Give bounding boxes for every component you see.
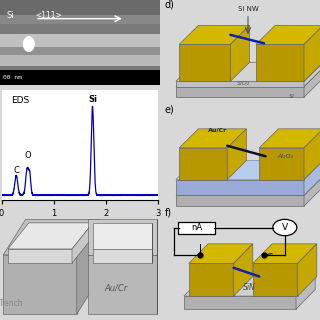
Polygon shape — [296, 276, 315, 309]
Ellipse shape — [23, 36, 35, 52]
Polygon shape — [304, 176, 320, 206]
Polygon shape — [176, 62, 320, 81]
Text: EDS: EDS — [11, 96, 29, 105]
Text: d): d) — [165, 0, 175, 9]
Text: <111>: <111> — [35, 11, 62, 20]
Polygon shape — [88, 255, 157, 314]
Polygon shape — [259, 148, 304, 180]
Polygon shape — [3, 220, 99, 255]
Text: SiO₂: SiO₂ — [237, 81, 250, 86]
Text: SiN: SiN — [243, 283, 256, 292]
Polygon shape — [176, 161, 320, 180]
Bar — [0, 34, 160, 47]
Polygon shape — [304, 129, 320, 180]
Polygon shape — [304, 62, 320, 87]
Polygon shape — [184, 276, 315, 296]
Polygon shape — [176, 161, 320, 180]
Circle shape — [273, 220, 297, 236]
Polygon shape — [253, 263, 298, 296]
FancyBboxPatch shape — [179, 221, 215, 234]
Bar — [0, 55, 160, 66]
Polygon shape — [176, 68, 320, 87]
Text: 00 nm: 00 nm — [3, 75, 22, 80]
Polygon shape — [176, 195, 304, 206]
Text: Si: Si — [289, 94, 294, 100]
Polygon shape — [256, 25, 320, 44]
Text: nA: nA — [191, 223, 202, 232]
Polygon shape — [184, 276, 315, 296]
Polygon shape — [176, 176, 320, 195]
Polygon shape — [72, 223, 93, 263]
Text: Al₂O₃: Al₂O₃ — [278, 154, 294, 159]
Polygon shape — [304, 68, 320, 97]
Polygon shape — [176, 180, 304, 195]
Text: Si: Si — [6, 11, 14, 20]
Text: Au/Cr: Au/Cr — [208, 128, 227, 133]
Polygon shape — [8, 223, 93, 249]
Polygon shape — [88, 220, 157, 255]
Bar — [0, 0, 160, 15]
Text: Si NW: Si NW — [238, 5, 258, 12]
Polygon shape — [189, 263, 234, 296]
Text: rench: rench — [2, 299, 23, 308]
Polygon shape — [253, 244, 317, 263]
Polygon shape — [176, 87, 304, 97]
Polygon shape — [189, 244, 253, 263]
Polygon shape — [93, 223, 152, 249]
Polygon shape — [93, 249, 152, 263]
Polygon shape — [256, 44, 304, 81]
Bar — [0, 66, 160, 75]
Polygon shape — [179, 25, 250, 44]
Text: T: T — [0, 299, 4, 308]
Polygon shape — [77, 220, 99, 314]
Bar — [0, 75, 160, 85]
Polygon shape — [304, 161, 320, 195]
Bar — [0, 70, 160, 85]
Polygon shape — [179, 129, 246, 148]
Polygon shape — [227, 129, 246, 180]
Polygon shape — [176, 81, 304, 87]
Polygon shape — [176, 62, 320, 81]
Bar — [0, 15, 160, 24]
Polygon shape — [179, 44, 230, 81]
Polygon shape — [234, 244, 253, 296]
Text: V: V — [282, 223, 288, 232]
X-axis label: E [keV]: E [keV] — [65, 220, 95, 228]
Polygon shape — [179, 148, 227, 180]
Polygon shape — [3, 255, 77, 314]
Bar — [0, 47, 160, 55]
Polygon shape — [259, 129, 320, 148]
Polygon shape — [304, 25, 320, 81]
Polygon shape — [8, 249, 72, 263]
Text: O: O — [25, 151, 32, 161]
Polygon shape — [230, 25, 250, 81]
Polygon shape — [298, 244, 317, 296]
Text: Au/Cr: Au/Cr — [104, 284, 127, 292]
Polygon shape — [184, 296, 296, 309]
Text: e): e) — [165, 105, 174, 115]
Text: C: C — [13, 166, 19, 175]
Bar — [0, 24, 160, 34]
Text: Si: Si — [88, 95, 97, 104]
Text: f): f) — [165, 208, 172, 218]
